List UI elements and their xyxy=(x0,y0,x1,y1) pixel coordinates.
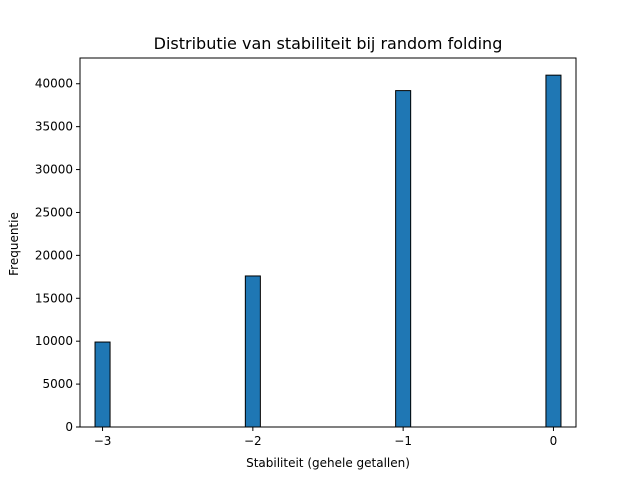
y-tick-label: 40000 xyxy=(35,77,73,91)
x-axis-label: Stabiliteit (gehele getallen) xyxy=(246,456,410,470)
y-tick-label: 15000 xyxy=(35,291,73,305)
y-tick-label: 25000 xyxy=(35,205,73,219)
x-tick-label: 0 xyxy=(550,434,558,448)
y-tick-label: 0 xyxy=(65,420,73,434)
x-axis-ticks: −3 −2 −1 0 xyxy=(94,427,558,448)
bars-group xyxy=(94,74,562,428)
histogram-bar xyxy=(395,90,412,428)
y-tick-label: 10000 xyxy=(35,334,73,348)
x-tick-label: −1 xyxy=(394,434,412,448)
x-tick-label: −3 xyxy=(94,434,112,448)
plot-frame xyxy=(79,57,577,428)
x-tick-label: −2 xyxy=(244,434,262,448)
y-tick-label: 5000 xyxy=(42,377,73,391)
histogram-bar xyxy=(545,74,562,428)
y-tick-label: 30000 xyxy=(35,163,73,177)
histogram-bar xyxy=(94,341,111,428)
y-axis-ticks: 0 5000 10000 15000 20000 25000 30000 35000 40000 xyxy=(35,77,80,434)
y-tick-label: 35000 xyxy=(35,120,73,134)
y-axis-label: Frequentie xyxy=(7,212,21,276)
y-tick-label: 20000 xyxy=(35,248,73,262)
histogram-bar xyxy=(244,275,261,428)
chart-title: Distributie van stabiliteit bij random f… xyxy=(154,34,503,53)
